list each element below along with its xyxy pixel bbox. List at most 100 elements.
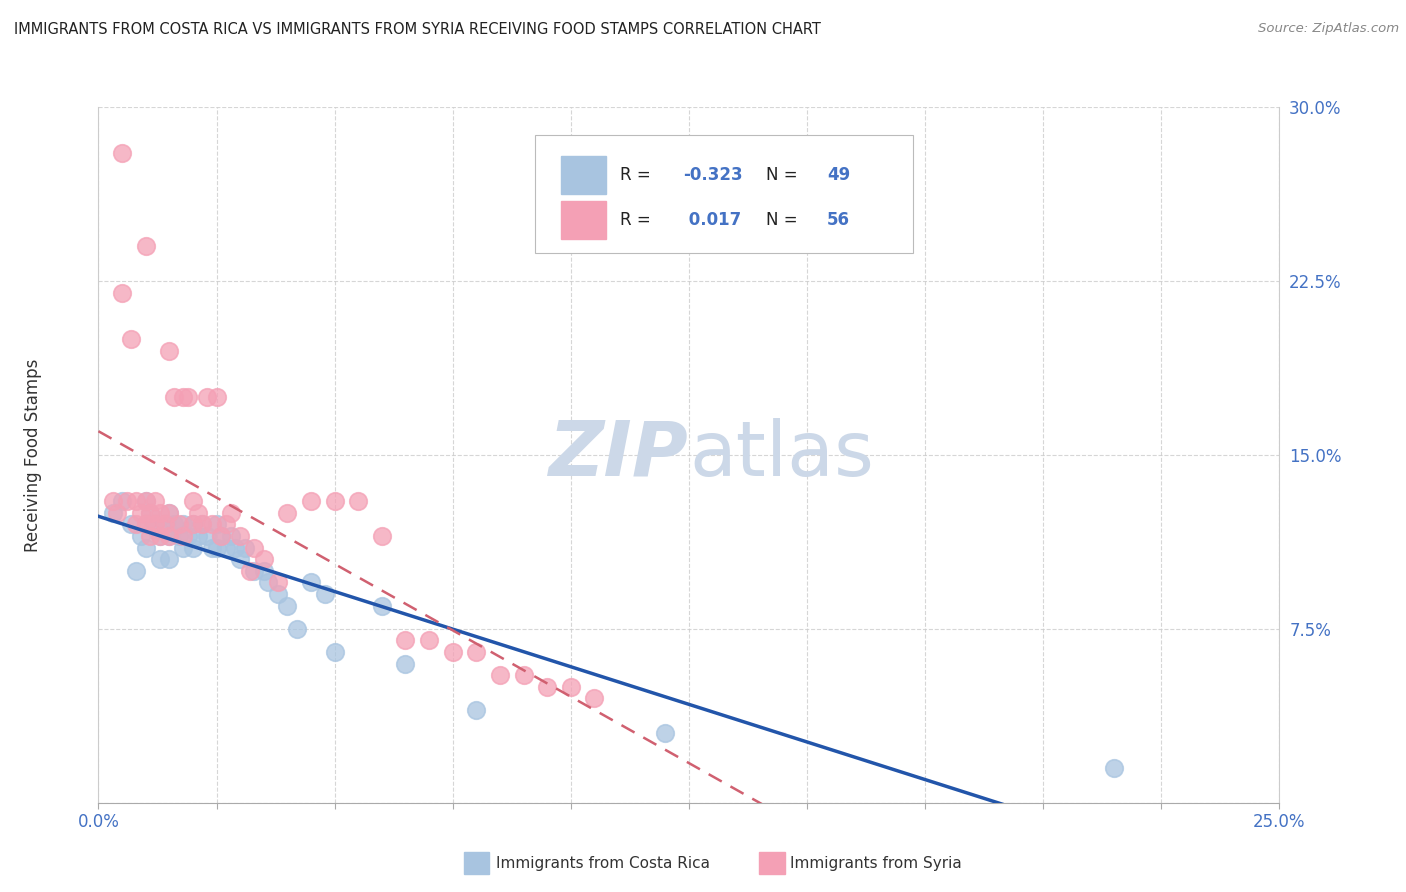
Point [111,494,134,508]
Point [115,494,138,508]
Text: 0.017: 0.017 [683,211,741,228]
Point [143,494,166,508]
Point [323,494,346,508]
Point [239,564,262,578]
Point [512,668,534,682]
Point [201,517,224,532]
Point [418,633,440,648]
Point [111,285,134,300]
Point [276,599,298,613]
Point [135,541,157,555]
Point [135,494,157,508]
Point [654,726,676,740]
Point [149,529,172,543]
Point [167,529,190,543]
Point [129,506,152,520]
Point [135,517,157,532]
Text: Source: ZipAtlas.com: Source: ZipAtlas.com [1258,22,1399,36]
Point [224,541,246,555]
Point [157,529,180,543]
Point [489,668,512,682]
Point [536,680,558,694]
Point [157,343,180,358]
Point [276,506,298,520]
Bar [561,201,606,239]
Point [219,506,242,520]
Point [195,529,218,543]
Point [299,494,322,508]
Text: -0.323: -0.323 [683,166,742,184]
Point [195,390,218,404]
Point [191,517,214,532]
Point [299,575,322,590]
Point [149,506,172,520]
Point [177,529,200,543]
Point [243,541,266,555]
Point [257,575,280,590]
Point [583,691,606,706]
Point [121,332,143,346]
Point [172,541,194,555]
Point [465,703,488,717]
Point [135,239,157,253]
Point [105,506,128,520]
Point [267,587,290,601]
Point [139,506,162,520]
Point [323,645,346,659]
Point [135,494,157,508]
Text: 49: 49 [827,166,851,184]
Point [205,517,228,532]
Point [181,494,204,508]
Point [187,529,209,543]
Point [135,517,157,532]
Point [233,541,256,555]
Point [441,645,464,659]
Point [285,622,308,636]
Point [187,506,209,520]
Text: 56: 56 [827,211,851,228]
Point [157,552,180,566]
Point [215,541,238,555]
Point [163,390,186,404]
Point [394,633,416,648]
Point [157,506,180,520]
Point [139,529,162,543]
Point [243,564,266,578]
Point [201,541,224,555]
Text: Receiving Food Stamps: Receiving Food Stamps [24,359,42,551]
Point [157,529,180,543]
Point [465,645,488,659]
Point [181,517,204,532]
Bar [561,156,606,194]
Point [125,494,148,508]
Point [172,390,194,404]
Text: N =: N = [766,211,803,228]
Point [167,517,190,532]
Point [215,517,238,532]
Text: Immigrants from Syria: Immigrants from Syria [790,856,962,871]
Text: N =: N = [766,166,803,184]
Point [205,390,228,404]
Point [157,506,180,520]
Point [209,529,232,543]
Point [129,529,152,543]
Point [125,564,148,578]
Point [125,517,148,532]
Point [181,541,204,555]
Point [253,564,276,578]
Point [177,390,200,404]
Point [394,657,416,671]
Point [229,552,252,566]
Point [149,529,172,543]
Point [560,680,582,694]
FancyBboxPatch shape [536,135,914,253]
Point [209,529,232,543]
Point [153,517,176,532]
Point [253,552,276,566]
Point [172,517,194,532]
Point [111,146,134,161]
Text: ZIP: ZIP [550,418,689,491]
Point [205,541,228,555]
Point [143,517,166,532]
Text: atlas: atlas [689,418,873,491]
